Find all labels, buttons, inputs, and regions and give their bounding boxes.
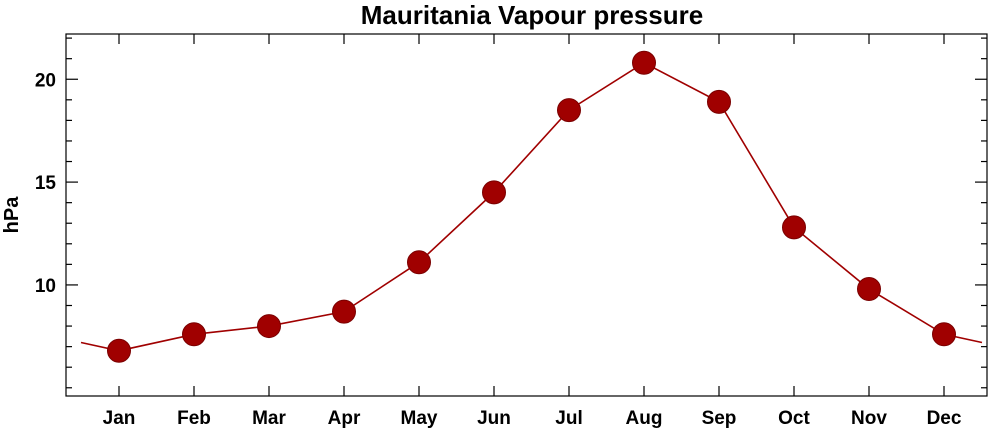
data-point-aug [632,50,656,75]
x-tick-label: Oct [778,408,810,429]
data-point-feb [182,322,206,347]
data-point-oct [782,215,806,240]
data-point-nov [857,277,881,302]
y-tick-label: 20 [35,70,56,91]
x-tick-label: Jun [477,408,511,429]
plot-frame [65,33,988,397]
y-tick-labels: 10 15 20 [35,70,57,297]
data-point-may [407,250,431,275]
data-point-jan [107,338,131,363]
x-tick-label: Sep [702,408,737,429]
x-tick-label: Aug [626,408,663,429]
chart-title: Mauritania Vapour pressure [361,0,703,30]
data-point-apr [332,299,356,324]
x-tick-label: Jan [103,408,136,429]
x-tick-label: Dec [927,408,962,429]
series-line [80,61,983,352]
data-point-jun [482,180,506,205]
data-point-mar [257,314,281,339]
y-tick-label: 10 [35,276,56,297]
axis-ticks [66,34,987,396]
x-tick-label: Nov [851,408,887,429]
series-vapour-pressure [80,50,983,363]
data-point-jul [557,98,581,123]
x-tick-label: May [401,408,438,429]
x-tick-label: Apr [328,408,361,429]
data-point-dec [932,322,956,347]
x-tick-labels: Jan Feb Mar Apr May Jun Jul Aug Sep Oct Nov Dec [103,408,962,429]
x-tick-label: Jul [555,408,582,429]
data-point-sep [707,89,731,114]
x-tick-label: Mar [252,408,286,429]
y-axis-label: hPa [1,196,23,234]
x-tick-label: Feb [177,408,211,429]
y-tick-label: 15 [35,173,57,194]
